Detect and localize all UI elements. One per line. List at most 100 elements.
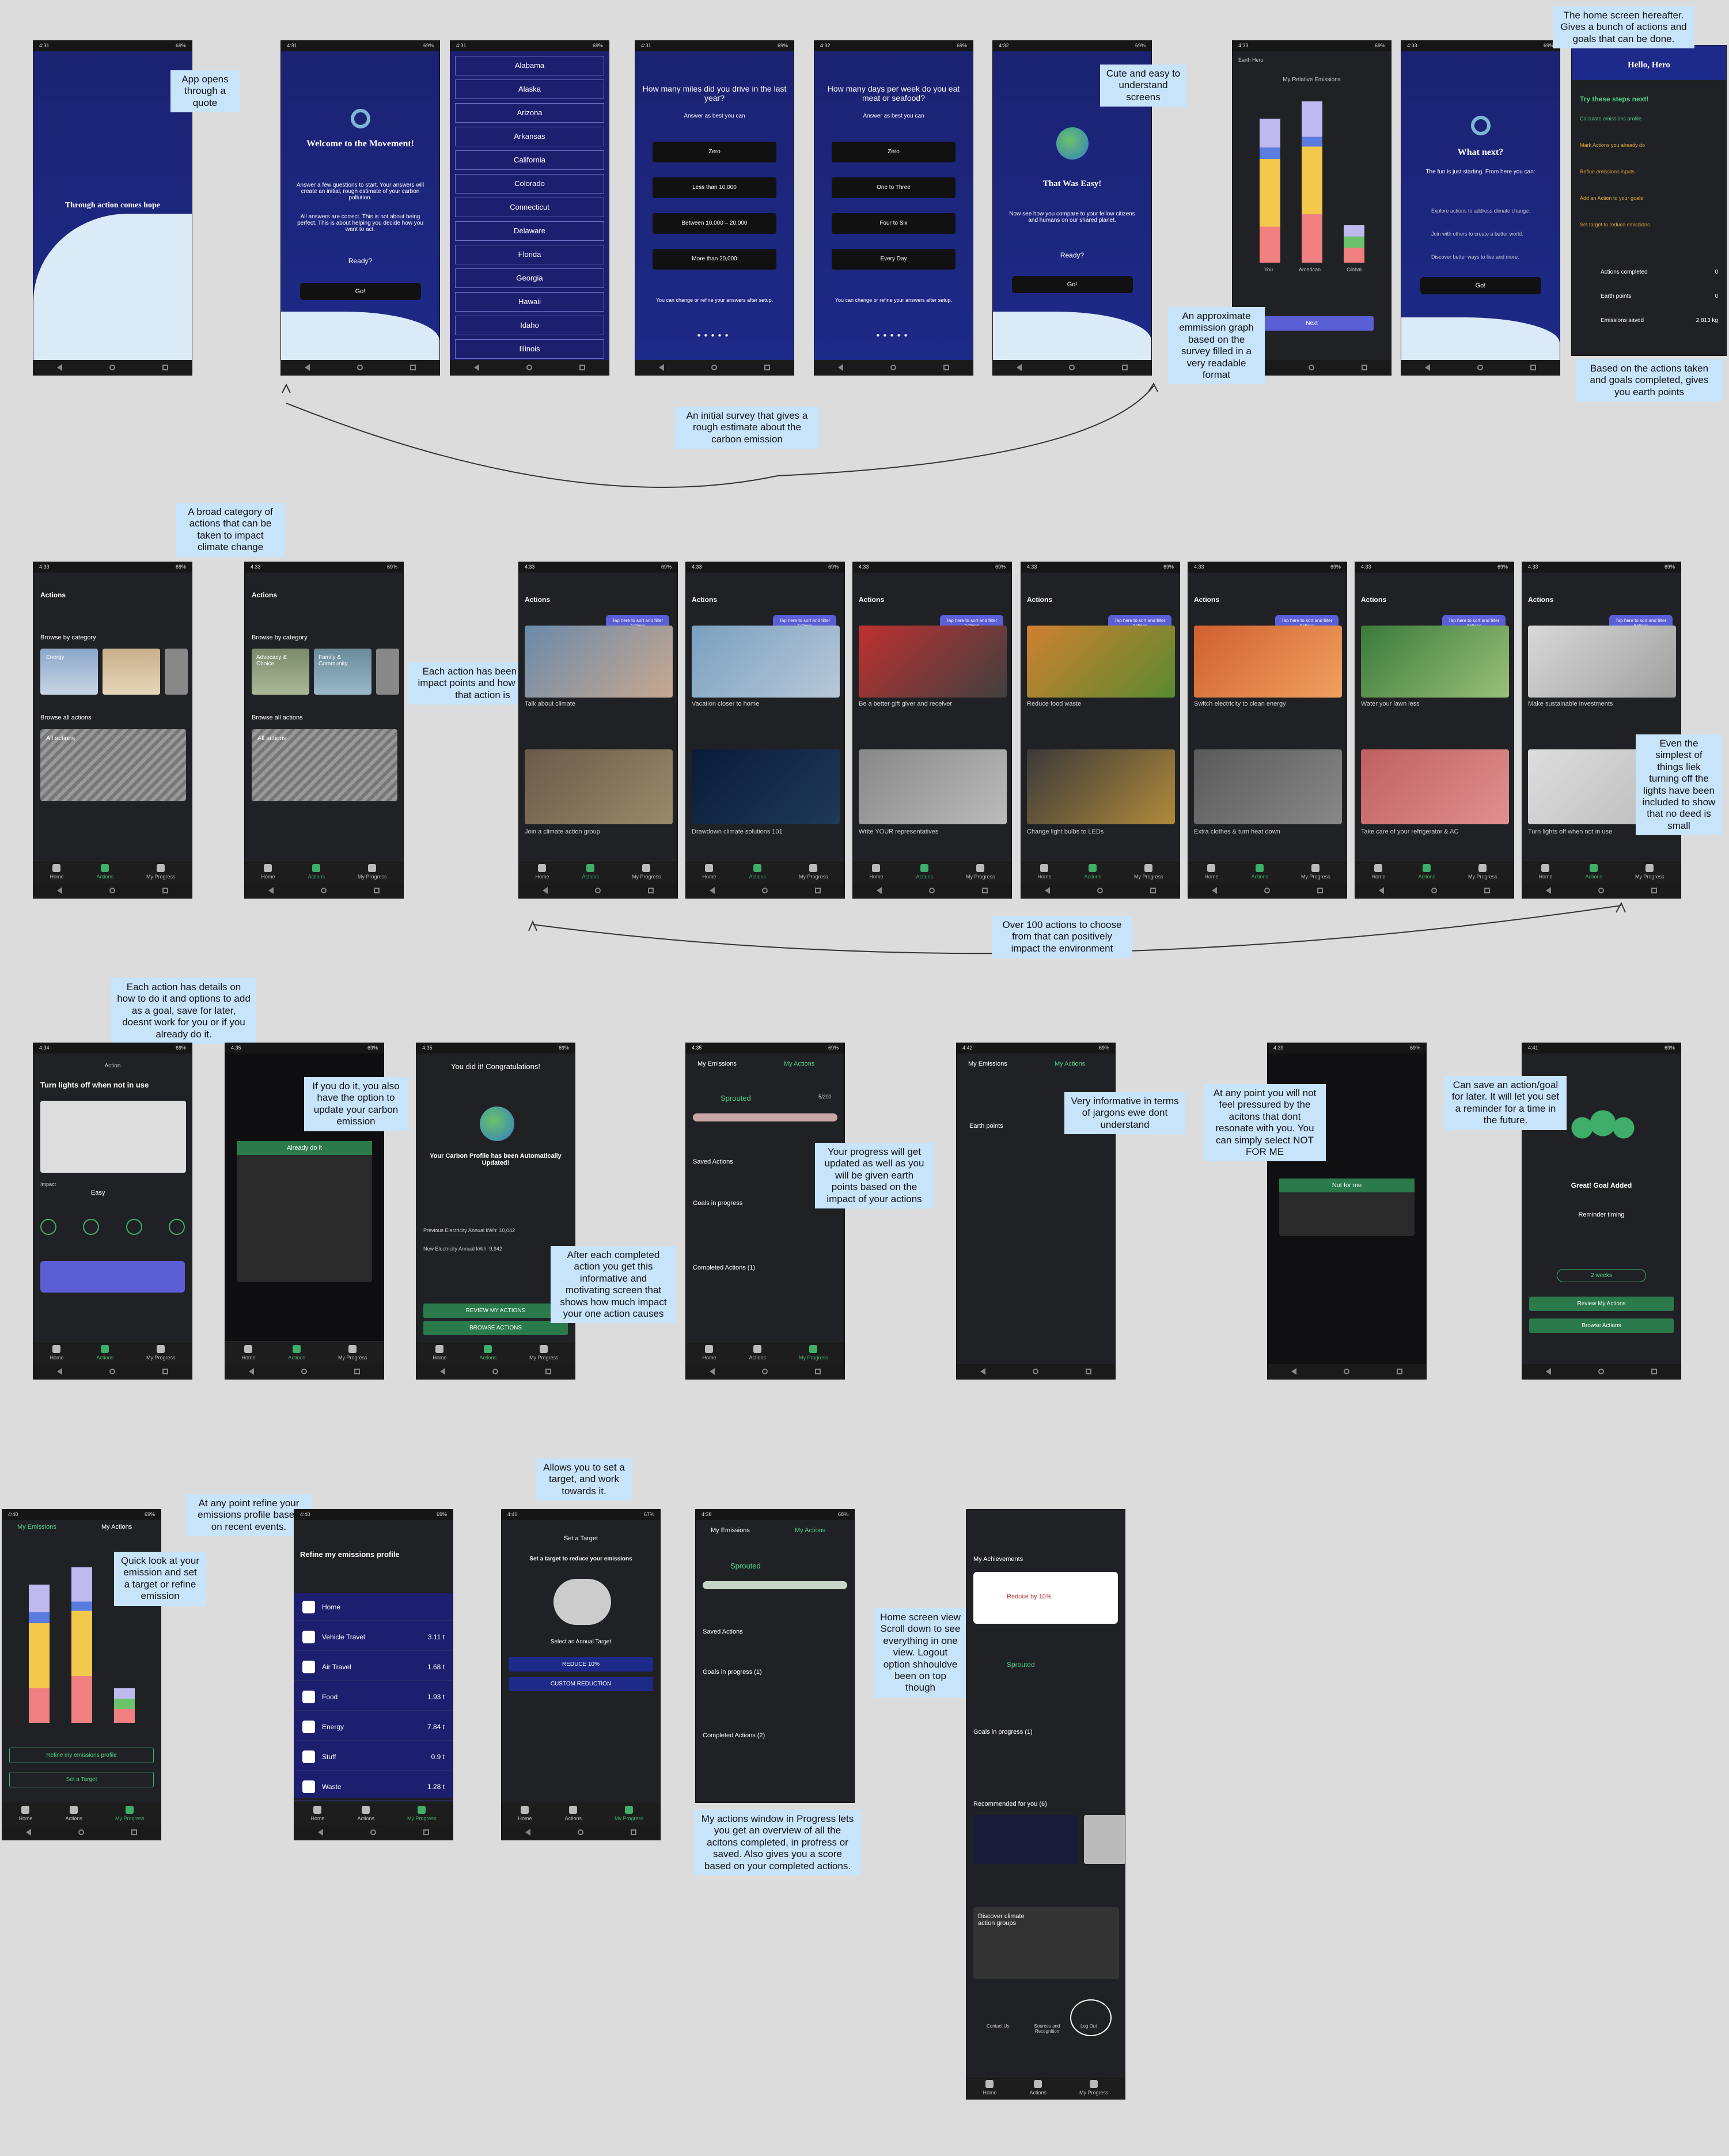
refine-button[interactable]: Refine my emissions profile (9, 1748, 154, 1763)
tab-my-actions[interactable]: My Actions (101, 1524, 132, 1530)
tab-home[interactable]: Home (433, 1345, 447, 1361)
tab-home[interactable]: Home (1538, 864, 1553, 880)
answer-option[interactable]: Zero (653, 142, 776, 162)
tab-home[interactable]: Home (518, 1806, 532, 1821)
tab-my-emissions[interactable]: My Emissions (697, 1060, 737, 1067)
refine-row[interactable]: Stuff 0.9 t (294, 1743, 453, 1771)
step-item[interactable]: Calculate emissions profile (1580, 116, 1642, 122)
go-button[interactable]: Go! (299, 283, 421, 300)
recommended-card-1[interactable] (973, 1815, 1077, 1864)
tab-actions[interactable]: Actions (96, 864, 113, 880)
set-target-button[interactable]: Set a Target (9, 1772, 154, 1787)
review-actions-button[interactable]: Review My Actions (1529, 1297, 1674, 1311)
tab-my-emissions[interactable]: My Emissions (968, 1060, 1007, 1067)
action-card-image[interactable] (1027, 626, 1175, 698)
refine-row[interactable]: Energy 7.84 t (294, 1713, 453, 1741)
tab-actions[interactable]: Actions (357, 1806, 374, 1821)
tab-home[interactable]: Home (1037, 864, 1052, 880)
contact-us[interactable]: Contact Us (987, 2024, 1010, 2029)
tab-my-emissions[interactable]: My Emissions (17, 1524, 56, 1530)
reminder-select[interactable]: 2 weeks (1557, 1269, 1646, 1282)
tab-home[interactable]: Home (310, 1806, 325, 1821)
not-for-me-icon[interactable] (168, 1219, 185, 1235)
tab-home[interactable]: Home (50, 1345, 64, 1361)
tab-home[interactable]: Home (983, 2080, 997, 2096)
go-button[interactable]: Go! (1420, 277, 1541, 294)
step-item[interactable]: Set target to reduce emissions (1580, 222, 1650, 228)
step-item[interactable]: Refine emissions inputs (1580, 169, 1635, 175)
action-card-image[interactable] (1361, 749, 1509, 824)
save-later-icon[interactable] (83, 1219, 100, 1235)
tab-actions[interactable]: Actions (1418, 864, 1435, 880)
tab-home[interactable]: Home (535, 864, 549, 880)
action-card-image[interactable] (1361, 626, 1509, 698)
category-energy-card[interactable] (40, 649, 98, 695)
action-card-image[interactable] (1528, 626, 1676, 698)
answer-option[interactable]: Between 10,000 – 20,000 (653, 213, 776, 234)
answer-option[interactable]: Zero (832, 142, 955, 162)
reduce-button[interactable]: REDUCE 10% (509, 1657, 653, 1672)
recommended-card-2[interactable] (1084, 1815, 1125, 1864)
tab-actions[interactable]: Actions (564, 1806, 582, 1821)
answer-option[interactable]: Less than 10,000 (653, 177, 776, 198)
tab-my-actions[interactable]: My Actions (784, 1060, 815, 1067)
tab-actions[interactable]: Actions (308, 864, 325, 880)
action-card-image[interactable] (1027, 749, 1175, 824)
tab-progress[interactable]: My Progress (615, 1806, 644, 1821)
add-goal-icon[interactable] (40, 1219, 56, 1235)
tab-progress[interactable]: My Progress (966, 864, 995, 880)
tab-actions[interactable]: Actions (1029, 2080, 1046, 2096)
tab-progress[interactable]: My Progress (799, 864, 828, 880)
state-item[interactable]: Colorado (455, 174, 604, 194)
go-button[interactable]: Go! (1011, 276, 1133, 293)
action-card-image[interactable] (1194, 749, 1342, 824)
tab-actions[interactable]: Actions (916, 864, 933, 880)
category-food-card[interactable] (103, 649, 160, 695)
tab-progress[interactable]: My Progress (1079, 2080, 1109, 2096)
tab-home[interactable]: Home (702, 1345, 716, 1361)
tab-home[interactable]: Home (1204, 864, 1219, 880)
tab-actions[interactable]: Actions (288, 1345, 305, 1361)
answer-option[interactable]: Every Day (832, 249, 955, 270)
tab-actions[interactable]: Actions (479, 1345, 496, 1361)
tab-actions[interactable]: Actions (749, 864, 766, 880)
sources[interactable]: Sources and Recognition (1034, 2024, 1060, 2034)
browse-actions-button[interactable]: BROWSE ACTIONS (423, 1321, 568, 1335)
state-item[interactable]: California (455, 150, 604, 170)
tab-progress[interactable]: My Progress (338, 1345, 367, 1361)
tab-actions[interactable]: Actions (582, 864, 599, 880)
already-do-icon[interactable] (126, 1219, 142, 1235)
state-item[interactable]: Delaware (455, 221, 604, 241)
tab-my-emissions[interactable]: My Emissions (711, 1527, 750, 1534)
state-item[interactable]: Connecticut (455, 198, 604, 217)
tab-home[interactable]: Home (50, 864, 64, 880)
refine-row[interactable]: Food 1.93 t (294, 1683, 453, 1711)
tab-progress[interactable]: My Progress (632, 864, 661, 880)
tab-progress[interactable]: My Progress (358, 864, 387, 880)
refine-row[interactable]: Waste 1.28 t (294, 1773, 453, 1801)
tab-progress[interactable]: My Progress (529, 1345, 559, 1361)
category-family-card[interactable] (314, 649, 371, 695)
state-item[interactable]: Idaho (455, 316, 604, 335)
action-card-image[interactable] (692, 626, 840, 698)
tab-actions[interactable]: Actions (749, 1345, 766, 1361)
state-item[interactable]: Alaska (455, 79, 604, 99)
action-card-image[interactable] (859, 626, 1007, 698)
tab-home[interactable]: Home (702, 864, 716, 880)
tab-progress[interactable]: My Progress (146, 864, 176, 880)
step-item[interactable]: Mark Actions you already do (1580, 142, 1645, 148)
discover-card[interactable] (973, 1907, 1119, 1979)
state-item[interactable]: Florida (455, 245, 604, 264)
answer-option[interactable]: Four to Six (832, 213, 955, 234)
tab-actions[interactable]: Actions (1084, 864, 1101, 880)
state-item[interactable]: Hawaii (455, 292, 604, 312)
answer-option[interactable]: More than 20,000 (653, 249, 776, 270)
tab-progress[interactable]: My Progress (1635, 864, 1664, 880)
category-advocacy-card[interactable] (252, 649, 309, 695)
tab-actions[interactable]: Actions (65, 1806, 82, 1821)
tab-progress[interactable]: My Progress (407, 1806, 437, 1821)
tab-home[interactable]: Home (18, 1806, 33, 1821)
all-actions-card[interactable] (252, 729, 397, 801)
tab-progress[interactable]: My Progress (115, 1806, 145, 1821)
tab-actions[interactable]: Actions (1251, 864, 1268, 880)
